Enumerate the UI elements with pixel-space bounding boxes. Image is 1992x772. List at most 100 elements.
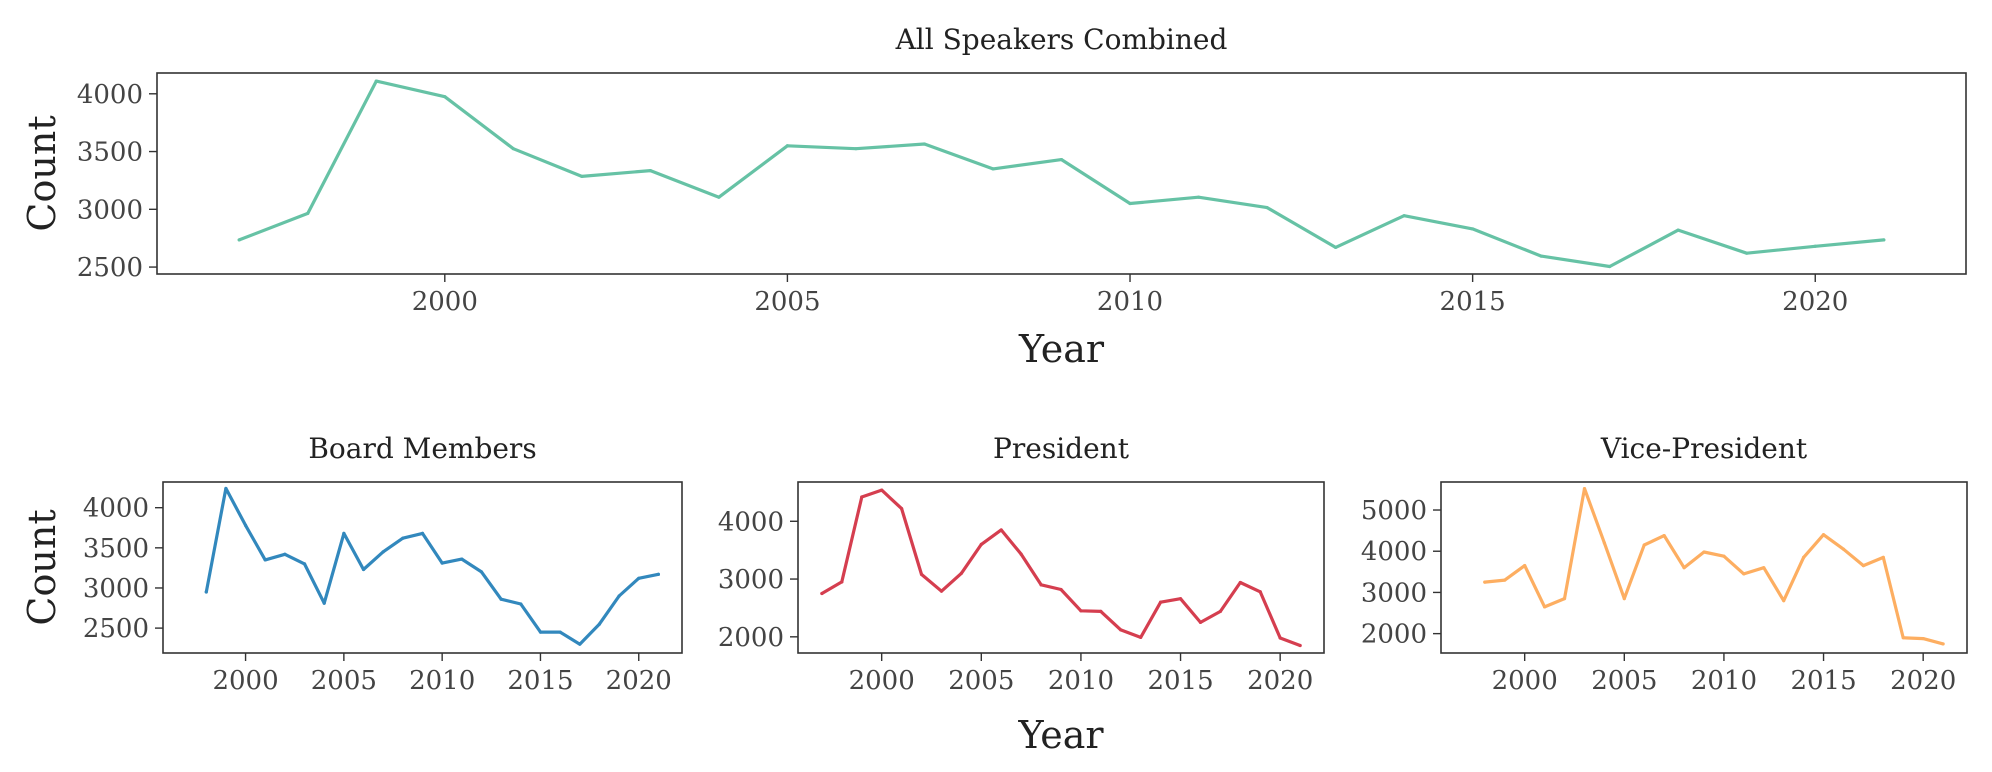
panel-3-data-point [1218, 609, 1222, 614]
panel-2-data-point [322, 601, 326, 605]
panel-1-data-point [1813, 244, 1817, 248]
panel-2-data-point [342, 531, 346, 535]
panel-3-data-point [1238, 580, 1242, 585]
panel-4-data-point [1861, 564, 1865, 568]
panel-1-data-point [1265, 205, 1269, 210]
panel-4-data-point [1662, 533, 1666, 538]
panel-1-data-point [1882, 238, 1886, 242]
panel-3-data-point [880, 488, 884, 492]
panel-4-data-point [1523, 564, 1527, 568]
panel-4-x-tick-label: 2020 [1890, 666, 1956, 696]
panel-4-data-point [1582, 486, 1587, 491]
panel-3-data-point [1099, 609, 1103, 614]
panel-3-data-point [1198, 620, 1203, 624]
panel-2-data-point [637, 576, 641, 580]
panel-2-data-point [204, 590, 208, 594]
panel-1-y-tick-label: 2500 [77, 253, 143, 283]
panel-2-title: Board Members [308, 432, 536, 465]
panel-2-data-point [578, 642, 582, 646]
panel-2-y-tick-label: 3000 [83, 574, 149, 604]
panel-4-data-point [1941, 642, 1945, 646]
panel-1-x-tick-label: 2005 [754, 287, 820, 317]
panel-1-x-tick-label: 2015 [1440, 287, 1506, 317]
panel-3-data-point [1059, 587, 1063, 592]
panel-3-data-point [1039, 583, 1043, 587]
panel-2-data-point [499, 597, 503, 601]
panel-3-data-point [1278, 636, 1282, 640]
panel-1-data-point [1333, 245, 1338, 250]
panel-3-x-axis-label: Year [1017, 713, 1104, 757]
panel-4-data-point [1562, 597, 1567, 601]
panel-1-data-point [1059, 158, 1064, 162]
panel-2-data-point [302, 562, 307, 566]
panel-4-series-line [1483, 487, 1945, 646]
panel-2-x-tick-label: 2005 [311, 666, 377, 696]
panel-2-data-point [381, 550, 385, 554]
panel-2-frame [162, 481, 683, 654]
panel-1-data-point [237, 238, 241, 242]
panel-3-y-tick-label: 2000 [718, 623, 784, 653]
panel-2-data-point [519, 602, 523, 606]
panel-4-data-point [1742, 572, 1746, 576]
panel-4-y-tick-label: 4000 [1361, 537, 1427, 567]
panel-1-data-point [991, 167, 995, 171]
panel-3-data-point [820, 591, 824, 596]
panel-3-data-point [939, 589, 944, 593]
panel-4-data-point [1881, 555, 1885, 560]
panel-1-data-point [1402, 214, 1406, 218]
panel-4-data-point [1483, 580, 1487, 584]
panel-3-data-point [999, 528, 1003, 532]
panel-1-y-axis-label: Count [20, 115, 64, 231]
panel-2-data-point [656, 572, 661, 576]
panel-3-data-point [840, 580, 844, 584]
panel-1-data-point [717, 195, 721, 199]
panel-4-x-tick-label: 2010 [1691, 666, 1757, 696]
panel-3-data-point [1298, 643, 1302, 648]
panel-1-x-tick-label: 2010 [1097, 287, 1163, 317]
panel-1-data-point [306, 211, 310, 215]
panel-1-data-point [1608, 264, 1612, 269]
panel-2-data-point [283, 552, 287, 556]
panel-2-x-tick-label: 2010 [409, 666, 475, 696]
panel-2-data-point [558, 630, 562, 634]
panel-4-data-point [1702, 550, 1706, 554]
panel-1-x-tick-label: 2000 [412, 287, 478, 317]
panel-4-data-point [1622, 597, 1626, 601]
panel-1-data-point [374, 79, 378, 83]
panel-3-frame [797, 481, 1325, 654]
panel-3-x-tick-label: 2020 [1247, 666, 1313, 696]
panel-1-data-point [648, 169, 652, 173]
panel-1-data-point [785, 144, 790, 148]
panel-4-data-point [1503, 578, 1507, 582]
panel-1-data-point [443, 95, 447, 99]
panel-1-series-line [237, 79, 1886, 269]
panel-1-data-point [922, 142, 927, 146]
panel-1-data-point [1471, 227, 1475, 231]
panel-3-data-point [1159, 600, 1163, 604]
panel-3-data-point [1139, 635, 1143, 640]
panel-4-frame [1440, 481, 1968, 654]
panel-4-data-point [1642, 543, 1646, 547]
panel-2-data-point [401, 536, 405, 540]
panel-1-y-tick-label: 3000 [77, 195, 143, 225]
panel-4-data-point [1921, 636, 1925, 641]
panel-2-x-tick-label: 2015 [507, 666, 573, 696]
panel-3-data-point [1178, 597, 1183, 601]
panel-2-y-tick-label: 4000 [83, 494, 149, 524]
panel-3-data-point [979, 542, 983, 546]
panel-4-title: Vice-President [1600, 432, 1808, 465]
panel-1-data-point [854, 147, 858, 151]
panel-4-x-tick-label: 2000 [1492, 666, 1558, 696]
panel-4-y-tick-label: 3000 [1361, 578, 1427, 608]
panel-4-x-tick-label: 2005 [1591, 666, 1657, 696]
panel-2-x-tick-label: 2000 [212, 666, 278, 696]
panel-2-data-point [538, 630, 543, 634]
panel-4-data-point [1682, 566, 1686, 570]
panel-3-y-tick-label: 4000 [718, 507, 784, 537]
panel-3-x-tick-label: 2010 [1048, 666, 1114, 696]
panel-4-data-point [1802, 555, 1806, 560]
panel-4-data-point [1901, 636, 1905, 640]
panel-2-data-point [263, 558, 267, 562]
panel-1-x-axis-label: Year [1018, 327, 1105, 371]
